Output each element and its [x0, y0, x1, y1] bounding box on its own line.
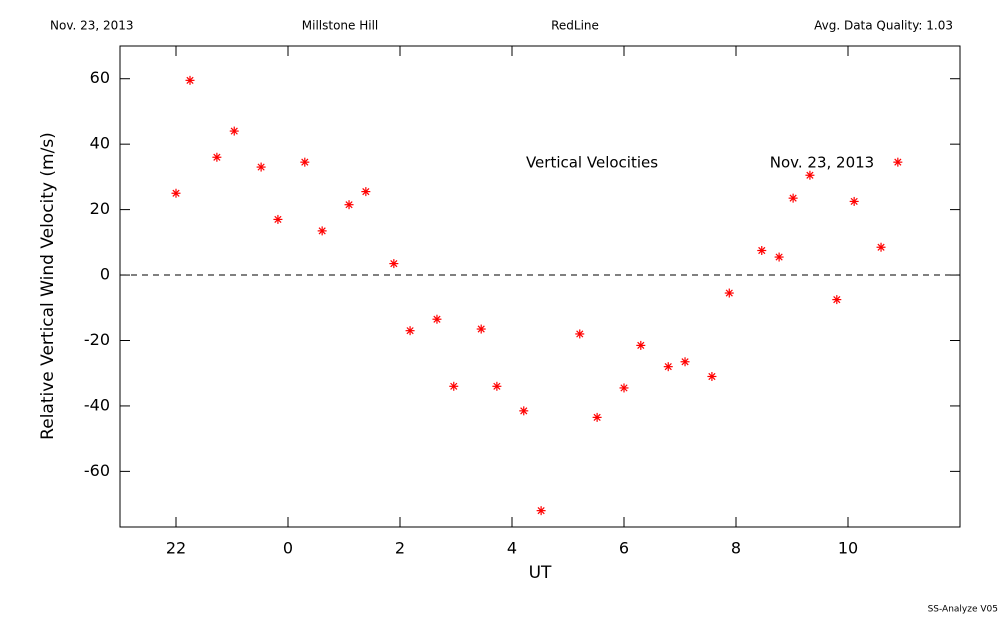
x-tick-label: 22: [166, 539, 186, 558]
point-stroke: [620, 384, 628, 392]
point-stroke: [274, 215, 282, 224]
y-tick-label: 60: [90, 68, 110, 87]
point-stroke: [493, 382, 501, 390]
point-stroke: [477, 325, 485, 333]
point-stroke: [537, 507, 545, 515]
y-tick-label: 20: [90, 199, 110, 218]
point: [171, 188, 181, 198]
footer: SS-Analyze V05: [928, 605, 998, 615]
point: [449, 381, 459, 391]
point: [492, 381, 502, 391]
point-stroke: [576, 330, 584, 338]
point-stroke: [806, 171, 814, 179]
point-stroke: [775, 253, 783, 261]
point: [619, 383, 629, 393]
point: [849, 196, 859, 206]
point: [680, 357, 690, 367]
point: [788, 193, 798, 203]
point: [519, 406, 529, 416]
point-stroke: [850, 197, 858, 206]
point-stroke: [894, 158, 902, 166]
annotation: Nov. 23, 2013: [770, 154, 874, 172]
point-stroke: [213, 153, 221, 161]
y-tick-label: -60: [84, 461, 110, 480]
point-stroke: [637, 341, 645, 350]
point-stroke: [301, 158, 309, 166]
point-stroke: [758, 246, 766, 255]
point: [229, 126, 239, 136]
y-tick-label: 0: [100, 265, 110, 284]
point: [707, 371, 717, 381]
point: [389, 259, 399, 269]
point-stroke: [664, 363, 672, 371]
point: [185, 75, 195, 85]
point: [361, 187, 371, 197]
header-date: Nov. 23, 2013: [50, 19, 134, 33]
point: [344, 200, 354, 210]
point-stroke: [406, 327, 414, 335]
point: [663, 362, 673, 372]
point: [256, 162, 266, 172]
point-stroke: [390, 259, 398, 268]
point-stroke: [789, 194, 797, 202]
point-stroke: [725, 289, 733, 297]
y-axis-label: Relative Vertical Wind Velocity (m/s): [38, 132, 58, 440]
point-stroke: [230, 127, 238, 135]
point: [724, 288, 734, 298]
x-tick-label: 6: [619, 539, 629, 558]
x-tick-label: 4: [507, 539, 517, 558]
point-stroke: [450, 382, 458, 390]
point: [536, 506, 546, 516]
point: [757, 246, 767, 256]
point: [212, 152, 222, 162]
point-stroke: [520, 407, 528, 415]
point-stroke: [708, 372, 716, 381]
y-tick-label: -40: [84, 395, 110, 414]
point: [575, 329, 585, 339]
point-stroke: [681, 358, 689, 366]
point: [317, 226, 327, 236]
plot-frame: [119, 45, 961, 528]
header-site: Millstone Hill: [302, 19, 378, 33]
point: [805, 170, 815, 180]
x-tick-label: 8: [731, 539, 741, 558]
y-tick-label: -20: [84, 330, 110, 349]
point: [774, 252, 784, 262]
point-stroke: [345, 201, 353, 209]
x-tick-label: 0: [283, 539, 293, 558]
header-line: RedLine: [551, 19, 599, 33]
point: [432, 314, 442, 324]
header-quality: Avg. Data Quality: 1.03: [814, 19, 953, 33]
annotation: Vertical Velocities: [526, 154, 658, 172]
point-stroke: [186, 76, 194, 84]
point: [476, 324, 486, 334]
point: [832, 295, 842, 305]
point: [893, 157, 903, 167]
point-stroke: [877, 243, 885, 251]
point-stroke: [833, 295, 841, 304]
x-tick-label: 2: [395, 539, 405, 558]
y-tick-label: 40: [90, 134, 110, 153]
point: [636, 340, 646, 350]
point-stroke: [362, 188, 370, 196]
point-stroke: [433, 315, 441, 323]
x-axis-label: UT: [529, 563, 552, 583]
point-stroke: [593, 413, 601, 421]
point: [300, 157, 310, 167]
x-tick-label: 10: [838, 539, 858, 558]
point-stroke: [318, 227, 326, 235]
point: [405, 326, 415, 336]
point: [273, 214, 283, 224]
point: [876, 242, 886, 252]
point-stroke: [257, 163, 265, 171]
point: [592, 412, 602, 422]
point-stroke: [172, 189, 180, 197]
